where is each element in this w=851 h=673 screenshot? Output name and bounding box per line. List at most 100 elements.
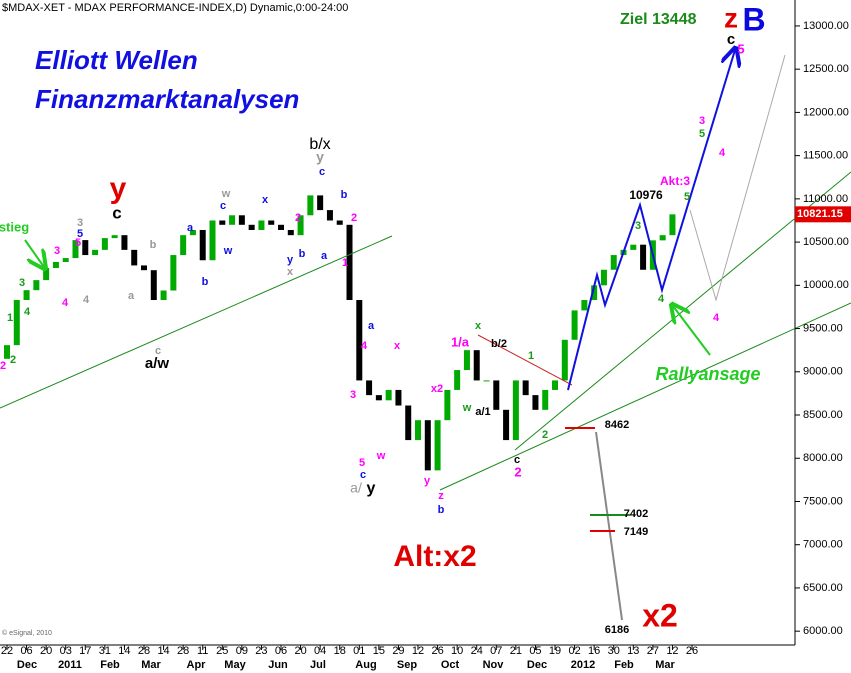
y-tick-label: 10500.00 [803,236,849,248]
annotation: Finanzmarktanalysen [35,84,299,114]
candle [170,255,177,291]
annotation: 5 [359,457,365,469]
y-tick-label: 7500.00 [803,495,843,507]
candle [62,258,69,262]
candle [610,255,617,270]
candle [307,195,314,216]
candle [600,269,607,286]
month-label: Sep [397,659,417,671]
candle [434,420,441,471]
annotation: w [376,450,386,462]
annotation: c [319,166,325,178]
candle [43,268,50,281]
candle [258,220,265,230]
candle [326,210,333,221]
annotation: b/2 [491,338,507,350]
x-tick-label: 12 [412,645,424,657]
annotation: x2 [642,597,678,633]
y-tick-label: 7000.00 [803,539,843,551]
annotation: a [368,320,375,332]
candle [542,389,549,410]
candle [238,215,245,225]
candle [375,395,382,401]
month-label: Mar [141,659,161,671]
candle [581,300,588,311]
candle [522,380,529,396]
annotation: 2 [295,212,301,224]
annotation: 5 [699,128,705,140]
candle [278,224,285,230]
candle [591,285,598,301]
candle [180,235,187,256]
month-label: May [224,659,246,671]
annotation: Akt:3 [660,174,690,188]
projection-line [595,431,623,621]
last-price-label: 10821.15 [797,208,843,220]
x-tick-label: 11 [197,645,208,657]
arrow [673,306,711,356]
annotation: c [155,345,161,357]
annotation: y [110,172,127,205]
annotation: Rallyansage [655,364,760,384]
wave-path [567,50,735,391]
y-tick-label: 13000.00 [803,20,849,32]
annotation: 10976 [629,188,663,202]
y-tick-label: 8500.00 [803,409,843,421]
annotation: 4 [713,312,720,324]
candle [532,395,539,410]
x-tick-label: 14 [118,645,130,657]
annotation: a [187,222,194,234]
candle [444,389,451,421]
annotation: y [316,149,324,165]
annotation: © eSignal, 2010 [2,629,52,637]
x-tick-label: 24 [471,645,483,657]
month-label: Feb [100,659,120,671]
annotation: Elliott Wellen [35,45,198,75]
x-tick-label: 12 [666,645,678,657]
candle [219,220,226,225]
candle [141,265,148,271]
candle [473,350,480,381]
candle [552,380,559,390]
annotation: x2 [431,383,443,395]
alt-wave-path [689,54,786,302]
candle [503,409,510,441]
x-tick-label: 31 [99,645,111,657]
annotation: b [438,504,445,516]
candle [297,215,304,236]
annotation: b [202,276,209,288]
x-tick-label: 22 [1,645,13,657]
candle [317,195,324,211]
candle [111,235,118,239]
x-tick-label: 20 [294,645,306,657]
candle [101,238,108,250]
candle [92,249,99,256]
annotation: Alt:x2 [393,540,476,573]
month-label: 2011 [58,659,82,671]
annotation: y [367,480,376,497]
candle [199,229,206,261]
annotation: 6186 [605,624,629,636]
candle [52,261,59,269]
annotation: 4 [24,306,31,318]
trend-line [477,334,573,386]
annotation: 1/a [451,334,470,349]
candle [493,380,500,410]
x-tick-label: 29 [392,645,404,657]
annotation: 1 [342,257,348,269]
annotation: 3 [699,115,705,127]
x-tick-label: 19 [549,645,561,657]
trend-line [439,302,851,491]
candle [415,420,422,441]
annotation: b [299,248,306,260]
candle [356,300,363,381]
month-label: Nov [483,659,505,671]
x-tick-label: 07 [490,645,502,657]
candle [82,240,89,256]
x-tick-label: 25 [216,645,228,657]
candle [248,224,255,230]
month-label: Dec [17,659,37,671]
annotation: w [462,402,472,414]
